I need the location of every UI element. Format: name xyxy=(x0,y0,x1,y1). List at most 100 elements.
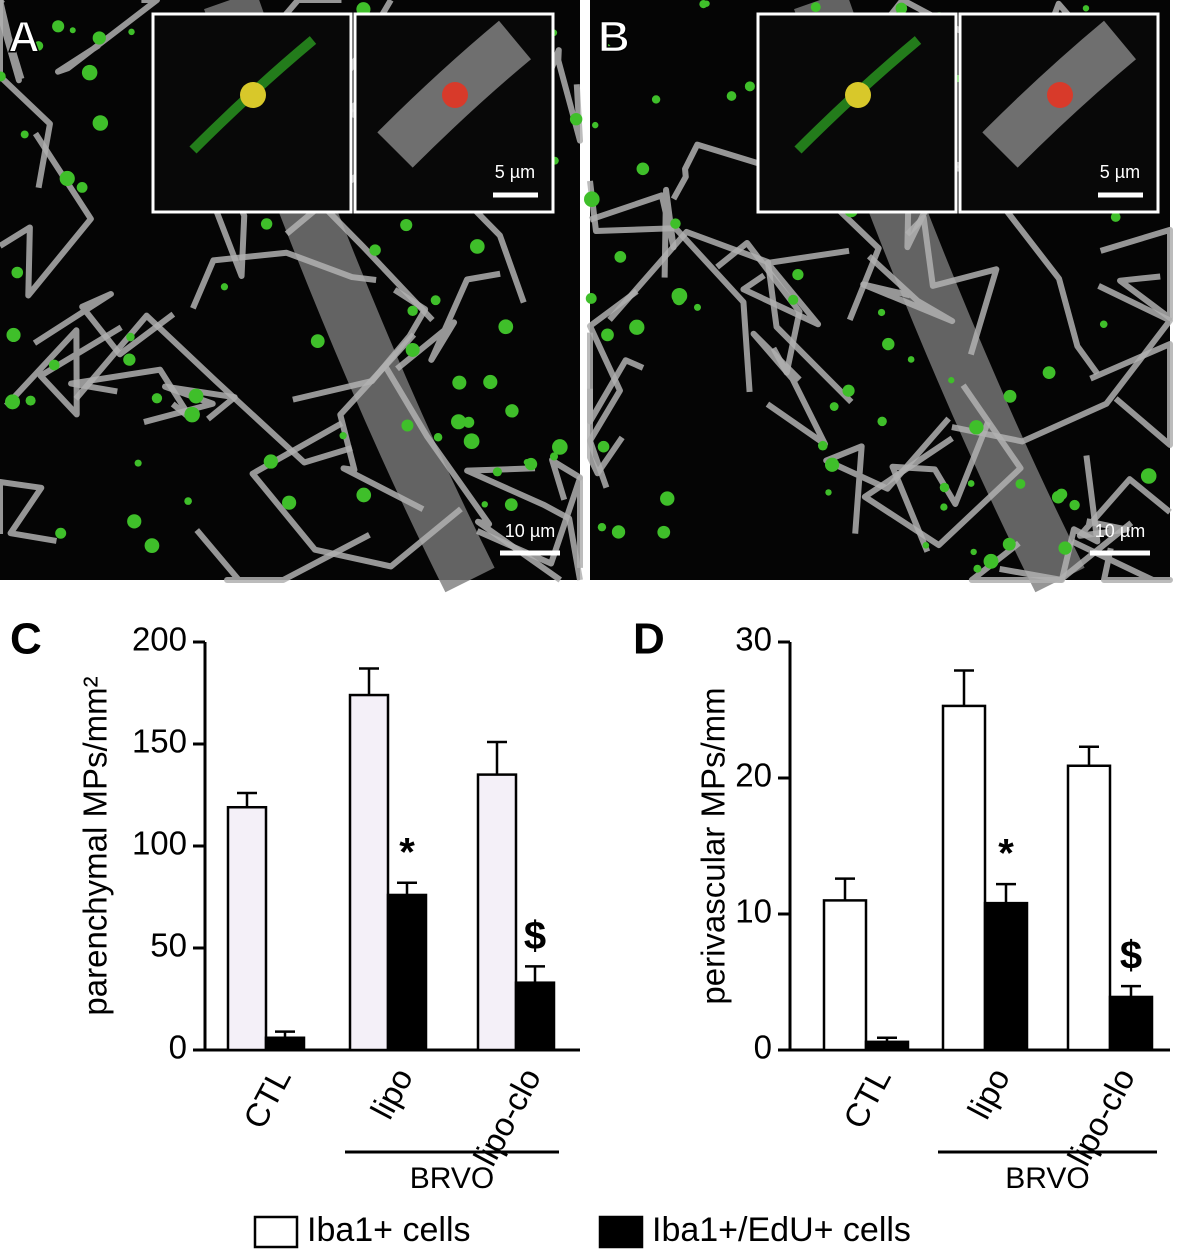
capillary xyxy=(740,247,850,328)
microglia xyxy=(76,181,88,193)
microglia xyxy=(263,454,278,469)
y-tick-label: 200 xyxy=(132,621,187,658)
error-bar xyxy=(359,667,379,696)
y-axis-label: perivascular MPs/mm xyxy=(695,687,732,1004)
capillary xyxy=(73,312,353,466)
significance-label: * xyxy=(998,832,1014,876)
microglia xyxy=(877,416,887,427)
scale-label: 10 µm xyxy=(1095,521,1145,541)
microglia xyxy=(603,43,611,51)
microglia xyxy=(895,2,908,15)
microglia xyxy=(672,292,686,306)
error-bar xyxy=(1079,745,1099,766)
microglia xyxy=(549,452,559,461)
capillary xyxy=(1089,341,1173,448)
micrograph: 5 µm 10 µm B xyxy=(584,0,1173,593)
x-tick-label: lipo-clo xyxy=(466,1062,548,1172)
error-bar xyxy=(954,669,974,706)
microglia xyxy=(670,218,681,229)
microglia xyxy=(597,522,607,532)
microglia xyxy=(1015,478,1026,489)
microglia xyxy=(144,538,160,553)
microglia xyxy=(401,419,414,432)
capillary xyxy=(1070,538,1173,583)
significance-label: $ xyxy=(1120,934,1142,978)
microglia xyxy=(660,491,675,506)
microglia xyxy=(5,394,21,410)
microglia xyxy=(597,440,610,453)
bar xyxy=(386,893,428,1052)
microglia xyxy=(983,553,999,569)
microglia xyxy=(128,28,135,36)
microglia xyxy=(48,359,60,371)
y-tick-label: 10 xyxy=(735,893,772,930)
capillary xyxy=(464,465,583,581)
capillary xyxy=(194,528,371,583)
error-bar xyxy=(835,877,855,901)
error-bar xyxy=(237,791,257,808)
inset xyxy=(756,12,958,214)
microglia xyxy=(184,406,200,423)
nucleus xyxy=(1047,82,1073,108)
bar xyxy=(1108,995,1154,1052)
legend-swatch xyxy=(598,1215,644,1249)
panel-label: A xyxy=(8,13,40,62)
microglia xyxy=(69,27,76,34)
capillary xyxy=(190,249,377,310)
microglia xyxy=(1003,389,1017,403)
microglia xyxy=(127,514,142,529)
bar xyxy=(264,1036,306,1052)
capillary xyxy=(0,478,57,544)
microglia xyxy=(11,266,24,279)
capillary xyxy=(823,416,951,534)
panel-label: C xyxy=(10,615,42,664)
microglia xyxy=(636,162,650,176)
microglia xyxy=(614,251,627,263)
y-axis-label: parenchymal MPs/mm² xyxy=(77,676,114,1015)
x-tick-label: CTL xyxy=(836,1062,898,1134)
capillary xyxy=(383,365,562,583)
error-bar xyxy=(525,965,545,983)
capillary xyxy=(587,388,625,477)
capillary xyxy=(1099,226,1173,322)
microglia xyxy=(1069,499,1080,511)
capillary xyxy=(860,254,956,325)
microglia xyxy=(657,525,671,539)
microglia xyxy=(703,0,710,7)
microglia xyxy=(433,432,443,442)
microglia xyxy=(1002,537,1016,551)
inset-scale-label: 5 µm xyxy=(495,162,535,182)
group-label: BRVO xyxy=(1005,1162,1089,1195)
bar xyxy=(941,704,987,1052)
microglia xyxy=(601,328,614,342)
capillary xyxy=(395,270,501,372)
microglia xyxy=(33,41,44,51)
microglia xyxy=(585,293,597,304)
nucleus xyxy=(845,82,871,108)
nucleus xyxy=(240,82,266,108)
y-tick-label: 150 xyxy=(132,723,187,760)
y-tick-label: 0 xyxy=(754,1029,772,1066)
microglia xyxy=(939,482,950,493)
microglia xyxy=(52,20,65,33)
legend-swatch xyxy=(253,1215,299,1249)
microglia xyxy=(1042,366,1056,379)
microglia xyxy=(829,402,839,411)
capillary xyxy=(587,288,639,489)
y-tick-label: 0 xyxy=(169,1029,187,1066)
inset xyxy=(151,12,353,214)
microglia xyxy=(611,525,626,539)
microglia xyxy=(134,459,142,467)
microglia xyxy=(405,342,420,357)
microglia xyxy=(452,375,467,390)
panel-label: B xyxy=(598,13,630,62)
microglia xyxy=(788,294,799,305)
microglia xyxy=(369,244,381,256)
capillary xyxy=(1076,476,1172,539)
microglia xyxy=(92,31,106,45)
microglia xyxy=(744,81,755,92)
microglia xyxy=(310,334,325,349)
microglia xyxy=(584,191,600,208)
x-tick-label: lipo-clo xyxy=(1060,1062,1142,1172)
microglia xyxy=(922,542,930,549)
